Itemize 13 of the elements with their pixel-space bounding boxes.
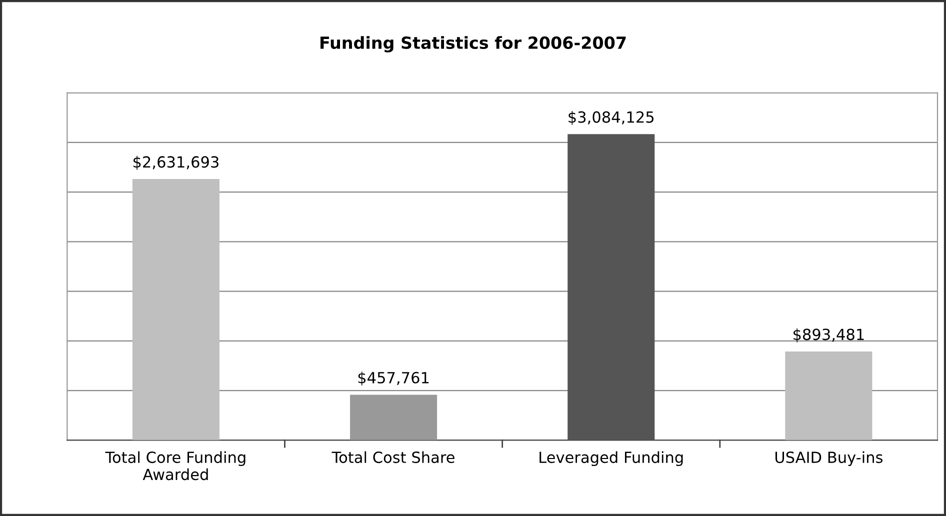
chart-title: Funding Statistics for 2006-2007 (320, 36, 626, 52)
x-tick-label: Leveraged Funding (540, 451, 683, 466)
x-tick-label: Total Cost Share (332, 451, 454, 464)
data-label: $3,084,125 (568, 111, 654, 125)
x-tick-label: Total Core Funding Awarded (105, 451, 246, 480)
data-label: $893,481 (794, 328, 864, 342)
x-tick-label: USAID Buy-ins (775, 451, 882, 466)
bar (785, 351, 872, 440)
data-label: $2,631,693 (133, 156, 218, 170)
bar (568, 134, 655, 440)
bar (350, 394, 438, 440)
data-label: $457,761 (358, 372, 429, 386)
bar (132, 179, 220, 440)
